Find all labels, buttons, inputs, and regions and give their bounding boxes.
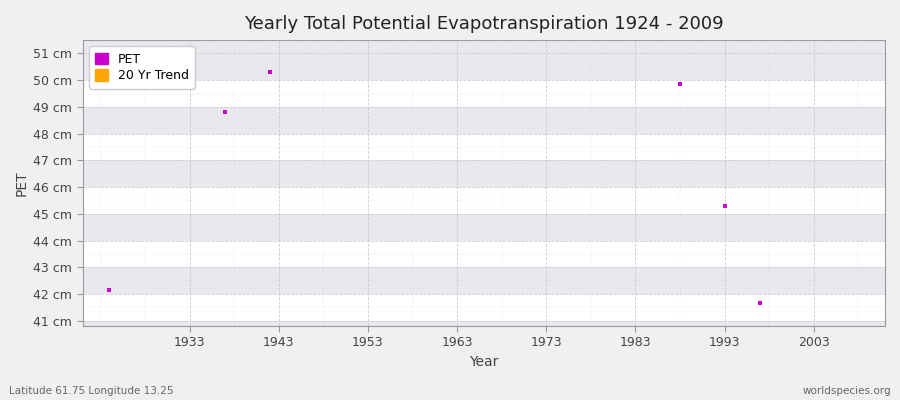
Point [717, 202, 732, 209]
Bar [83, 214, 885, 240]
Point [218, 109, 232, 116]
Point [103, 287, 117, 293]
Bar [83, 160, 885, 187]
Bar [83, 240, 885, 267]
Text: Latitude 61.75 Longitude 13.25: Latitude 61.75 Longitude 13.25 [9, 386, 174, 396]
Bar [83, 80, 885, 107]
Title: Yearly Total Potential Evapotranspiration 1924 - 2009: Yearly Total Potential Evapotranspiratio… [244, 15, 724, 33]
Bar [83, 267, 885, 294]
X-axis label: Year: Year [469, 355, 499, 369]
Point [673, 81, 688, 88]
Text: worldspecies.org: worldspecies.org [803, 386, 891, 396]
Bar [83, 294, 885, 321]
Point [753, 300, 768, 306]
Bar [83, 187, 885, 214]
Bar [83, 107, 885, 134]
Legend: PET, 20 Yr Trend: PET, 20 Yr Trend [89, 46, 195, 89]
Bar [83, 54, 885, 80]
Point [263, 69, 277, 75]
Y-axis label: PET: PET [15, 170, 29, 196]
Bar [83, 134, 885, 160]
